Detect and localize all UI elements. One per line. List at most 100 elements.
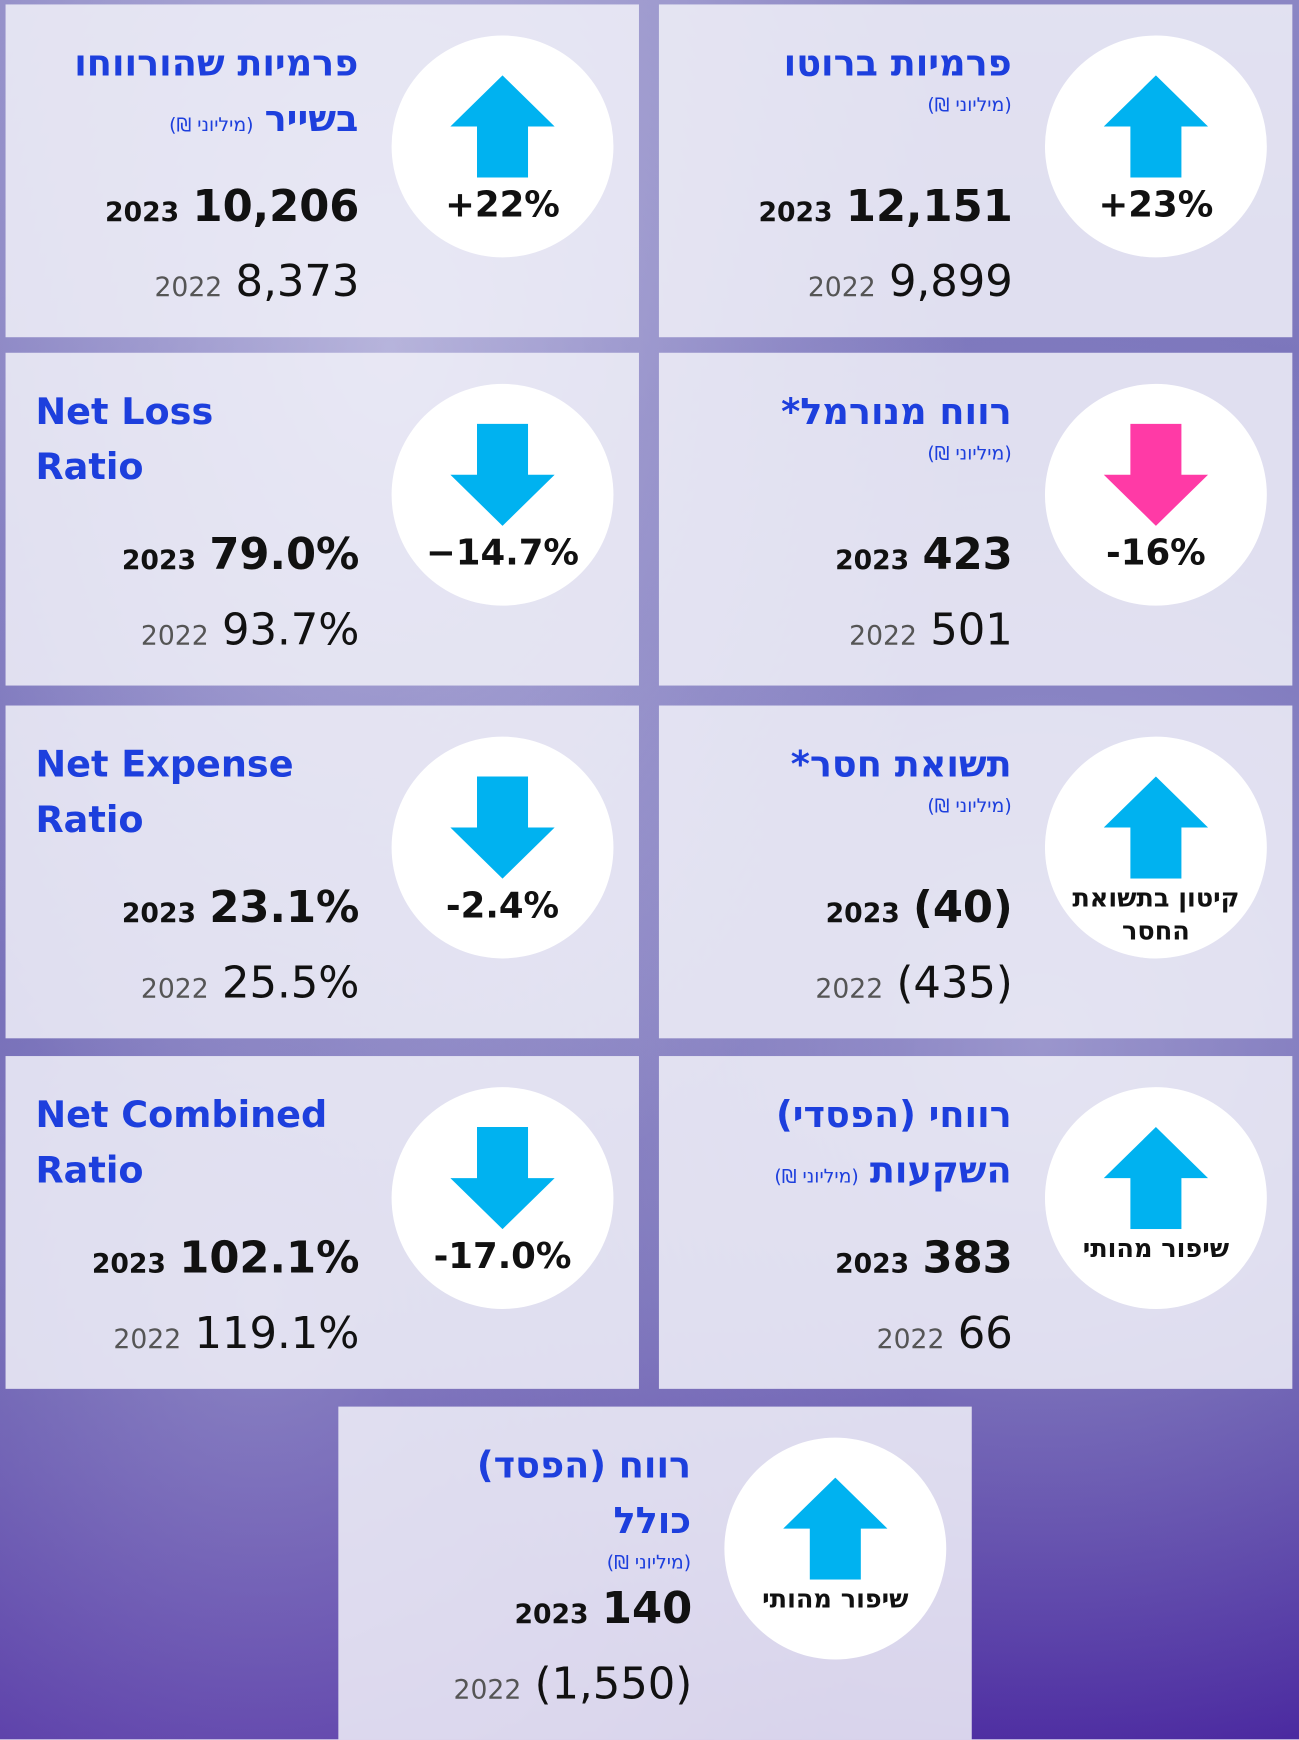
change-label: -16% — [1056, 535, 1256, 572]
card-title-text: Ratio — [35, 445, 143, 488]
previous-row: 2022(1,550) — [454, 1660, 693, 1710]
change-badge: קיטון בתשואת החסר — [1045, 737, 1267, 959]
previous-row: 2022(435) — [815, 958, 1012, 1008]
previous-row: 2022 119.1% — [113, 1309, 359, 1359]
change-label: −14.7% — [403, 535, 603, 572]
arrow-shape — [450, 75, 554, 177]
card-title-text: Ratio — [35, 1148, 143, 1191]
card-title-text: תשואת חסר* — [791, 742, 1012, 785]
year-label: 2023 — [122, 545, 196, 576]
value-label: 119.1% — [194, 1309, 359, 1359]
card-title-text: פרמיות שהורווחו — [74, 41, 358, 84]
value-label: 25.5% — [222, 958, 359, 1008]
year-label: 2022 — [113, 1323, 181, 1354]
card: Net Combined Ratio 2023 102.1% 2022 119.1% -17… — [6, 1056, 639, 1389]
arrow-shape — [450, 424, 554, 526]
year-label: 2023 — [826, 897, 900, 928]
arrow-icon — [1104, 1127, 1208, 1229]
card-title-block: רווח (הפסד)כולל(מיליוני ₪) — [358, 1438, 691, 1578]
card-title: תשואת חסר* — [679, 737, 1012, 792]
unit-label: (מיליוני ₪) — [679, 91, 1012, 120]
change-label: -17.0% — [403, 1238, 603, 1275]
unit-label: (מיליוני ₪) — [679, 792, 1012, 821]
change-badge: -16% — [1045, 384, 1267, 606]
change-badge: −14.7% — [392, 384, 614, 606]
unit-label: (מיליוני ₪) — [774, 1166, 858, 1188]
card-title: Ratio — [35, 792, 368, 847]
year-label: 2023 — [514, 1599, 588, 1630]
card-title-text: Ratio — [35, 798, 143, 841]
card-title: Ratio — [35, 1143, 368, 1198]
change-badge: -17.0% — [392, 1087, 614, 1309]
arrow-icon — [450, 424, 554, 526]
year-label: 2022 — [815, 973, 883, 1004]
arrow-shape — [1104, 777, 1208, 879]
year-label: 2022 — [454, 1674, 522, 1705]
current-row: 2023 23.1% — [122, 883, 360, 933]
card-title-text: Net Combined — [35, 1093, 327, 1136]
card-title-block: פרמיות ברוטו(מיליוני ₪) — [679, 35, 1012, 119]
value-label: 93.7% — [222, 606, 359, 656]
arrow-shape — [450, 777, 554, 879]
arrow-shape — [450, 1127, 554, 1229]
card-title: Net Combined — [35, 1087, 368, 1142]
year-label: 2023 — [835, 545, 909, 576]
arrow-icon — [450, 777, 554, 879]
value-label: 140 — [602, 1584, 692, 1634]
value-label: 23.1% — [209, 883, 359, 933]
value-label: 383 — [922, 1234, 1012, 1284]
card-title-text: Net Loss — [35, 389, 213, 432]
card-title: רווח מנורמל* — [679, 384, 1012, 439]
value-label: 12,151 — [846, 182, 1013, 232]
current-row: 2023 140 — [514, 1584, 692, 1634]
arrow-icon — [1104, 75, 1208, 177]
current-row: 2023(40) — [826, 883, 1013, 933]
card-title-block: Net Combined Ratio — [35, 1087, 368, 1198]
year-label: 2023 — [92, 1248, 166, 1279]
current-row: 2023 383 — [835, 1234, 1013, 1284]
infographic: פרמיות שהורווחובשייר(מיליוני ₪)202310,20… — [0, 0, 1299, 1739]
arrow-icon — [450, 1127, 554, 1229]
year-label: 2023 — [758, 196, 832, 227]
change-label: +22% — [403, 186, 603, 223]
year-label: 2023 — [122, 897, 196, 928]
arrow-icon — [450, 75, 554, 177]
arrow-icon — [1104, 777, 1208, 879]
change-badge: +22% — [392, 35, 614, 257]
change-badge: שיפור מהותי — [724, 1438, 946, 1660]
card-title: פרמיות ברוטו — [679, 35, 1012, 90]
card-title-text: בשייר — [265, 97, 359, 140]
change-label: שיפור מהותי — [735, 1584, 935, 1617]
change-label: +23% — [1056, 186, 1256, 223]
year-label: 2023 — [835, 1248, 909, 1279]
arrow-shape — [1104, 75, 1208, 177]
year-label: 2022 — [808, 272, 876, 303]
unit-label: (מיליוני ₪) — [679, 439, 1012, 468]
value-label: 10,206 — [192, 182, 359, 232]
card-title: רווחי (הפסדי) — [679, 1087, 1012, 1142]
previous-row: 2022 93.7% — [141, 606, 360, 656]
arrow-shape — [1104, 424, 1208, 526]
change-label: קיטון בתשואת החסר — [1056, 883, 1256, 949]
card-title-block: תשואת חסר* (מיליוני ₪) — [679, 737, 1012, 821]
card-title-text: רווח (הפסד) — [477, 1443, 691, 1486]
card-title-block: Net Loss Ratio — [35, 384, 368, 495]
card: תשואת חסר* (מיליוני ₪) 2023(40) 2022(435) קי… — [659, 706, 1292, 1039]
card-title: כולל — [358, 1493, 691, 1548]
arrow-icon — [1104, 424, 1208, 526]
year-label: 2022 — [141, 620, 209, 651]
value-label: 102.1% — [179, 1234, 359, 1284]
card-title: Ratio — [35, 439, 368, 494]
